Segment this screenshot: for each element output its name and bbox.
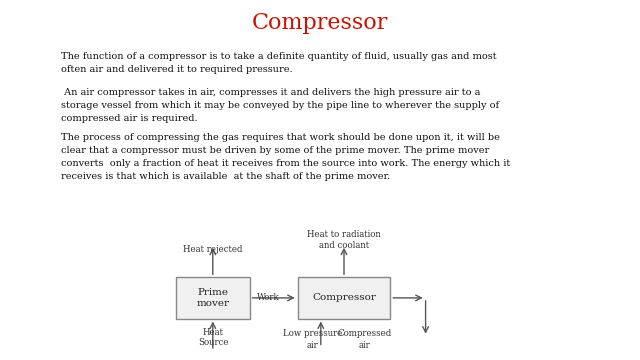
Text: The function of a compressor is to take a definite quantity of fluid, usually ga: The function of a compressor is to take … [61,52,497,74]
Text: Source: Source [198,338,228,347]
Text: Prime
mover: Prime mover [196,288,229,307]
Text: Low pressure
air: Low pressure air [283,329,342,350]
Text: Compressor: Compressor [312,293,376,302]
Text: Compressor: Compressor [252,12,388,35]
Text: The process of compressing the gas requires that work should be done upon it, it: The process of compressing the gas requi… [61,133,510,181]
Text: Heat rejected: Heat rejected [184,245,243,254]
FancyBboxPatch shape [298,277,390,319]
FancyBboxPatch shape [176,277,250,319]
Text: An air compressor takes in air, compresses it and delivers the high pressure air: An air compressor takes in air, compress… [61,88,499,123]
Text: Work: Work [257,292,280,302]
Text: Heat to radiation
and coolant: Heat to radiation and coolant [307,230,381,250]
Text: Heat: Heat [203,328,223,337]
Text: Compressed
air: Compressed air [338,329,392,350]
